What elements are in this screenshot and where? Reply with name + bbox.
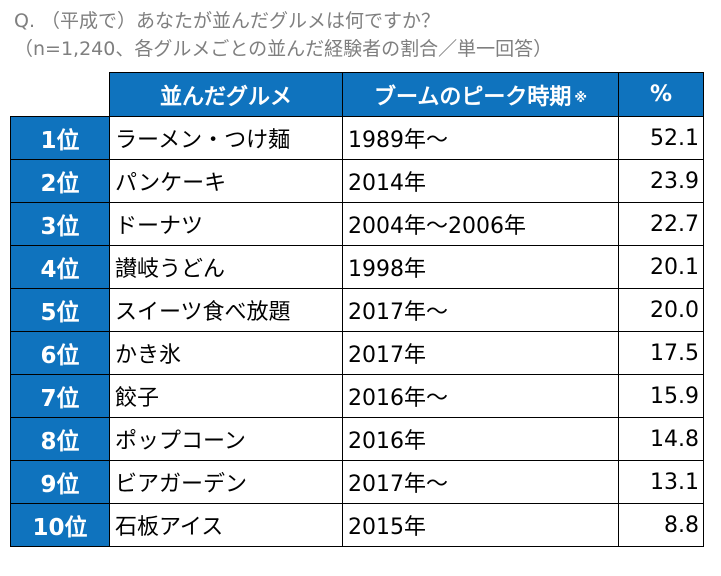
percent-cell: 13.1 <box>618 460 704 504</box>
gourmet-cell: かき氷 <box>109 331 343 375</box>
gourmet-cell: ドーナツ <box>109 202 343 246</box>
gourmet-cell: パンケーキ <box>109 159 343 203</box>
gourmet-cell: 餃子 <box>109 374 343 418</box>
gourmet-cell: ビアガーデン <box>109 460 343 504</box>
peak-cell: 2015年 <box>342 503 619 547</box>
percent-cell: 20.1 <box>618 245 704 289</box>
note-mark: ※ <box>574 90 587 106</box>
table-row: 4位 讃岐うどん 1998年 20.1 <box>10 245 704 289</box>
corner-cell <box>10 72 110 117</box>
ranking-table: 並んだグルメ ブームのピーク時期 ※ % 1位 ラーメン・つけ麺 1989年〜 52.1… <box>10 72 704 547</box>
header-gourmet: 並んだグルメ <box>109 72 343 117</box>
header-peak-label: ブームのピーク時期 <box>374 84 572 110</box>
peak-cell: 2017年〜 <box>342 460 619 504</box>
gourmet-cell: 石板アイス <box>109 503 343 547</box>
peak-cell: 1989年〜 <box>342 116 619 160</box>
table-row: 5位 スイーツ食べ放題 2017年〜 20.0 <box>10 288 704 332</box>
percent-cell: 15.9 <box>618 374 704 418</box>
question-subtitle: （n=1,240、各グルメごとの並んだ経験者の割合／単一回答） <box>14 38 553 60</box>
header-peak: ブームのピーク時期 ※ <box>342 72 619 117</box>
table-row: 3位 ドーナツ 2004年〜2006年 22.7 <box>10 202 704 246</box>
table-row: 1位 ラーメン・つけ麺 1989年〜 52.1 <box>10 116 704 160</box>
gourmet-cell: スイーツ食べ放題 <box>109 288 343 332</box>
table-row: 8位 ポップコーン 2016年 14.8 <box>10 417 704 461</box>
percent-cell: 23.9 <box>618 159 704 203</box>
rank-cell: 10位 <box>10 503 110 547</box>
table-row: 6位 かき氷 2017年 17.5 <box>10 331 704 375</box>
rank-cell: 3位 <box>10 202 110 246</box>
peak-cell: 2017年〜 <box>342 288 619 332</box>
header-row: 並んだグルメ ブームのピーク時期 ※ % <box>10 72 704 117</box>
peak-cell: 1998年 <box>342 245 619 289</box>
peak-cell: 2014年 <box>342 159 619 203</box>
table-row: 9位 ビアガーデン 2017年〜 13.1 <box>10 460 704 504</box>
gourmet-cell: 讃岐うどん <box>109 245 343 289</box>
percent-cell: 52.1 <box>618 116 704 160</box>
question-title: Q. （平成で）あなたが並んだグルメは何ですか？ <box>14 10 441 32</box>
percent-cell: 8.8 <box>618 503 704 547</box>
rank-cell: 9位 <box>10 460 110 504</box>
gourmet-cell: ポップコーン <box>109 417 343 461</box>
rank-cell: 1位 <box>10 116 110 160</box>
rank-cell: 8位 <box>10 417 110 461</box>
percent-cell: 14.8 <box>618 417 704 461</box>
peak-cell: 2004年〜2006年 <box>342 202 619 246</box>
header-percent: % <box>618 72 704 117</box>
gourmet-cell: ラーメン・つけ麺 <box>109 116 343 160</box>
percent-cell: 22.7 <box>618 202 704 246</box>
table-row: 2位 パンケーキ 2014年 23.9 <box>10 159 704 203</box>
rank-cell: 2位 <box>10 159 110 203</box>
rank-cell: 4位 <box>10 245 110 289</box>
rank-cell: 7位 <box>10 374 110 418</box>
rank-cell: 5位 <box>10 288 110 332</box>
table-row: 10位 石板アイス 2015年 8.8 <box>10 503 704 547</box>
peak-cell: 2017年 <box>342 331 619 375</box>
peak-cell: 2016年 <box>342 417 619 461</box>
percent-cell: 20.0 <box>618 288 704 332</box>
percent-cell: 17.5 <box>618 331 704 375</box>
rank-cell: 6位 <box>10 331 110 375</box>
peak-cell: 2016年〜 <box>342 374 619 418</box>
table-row: 7位 餃子 2016年〜 15.9 <box>10 374 704 418</box>
